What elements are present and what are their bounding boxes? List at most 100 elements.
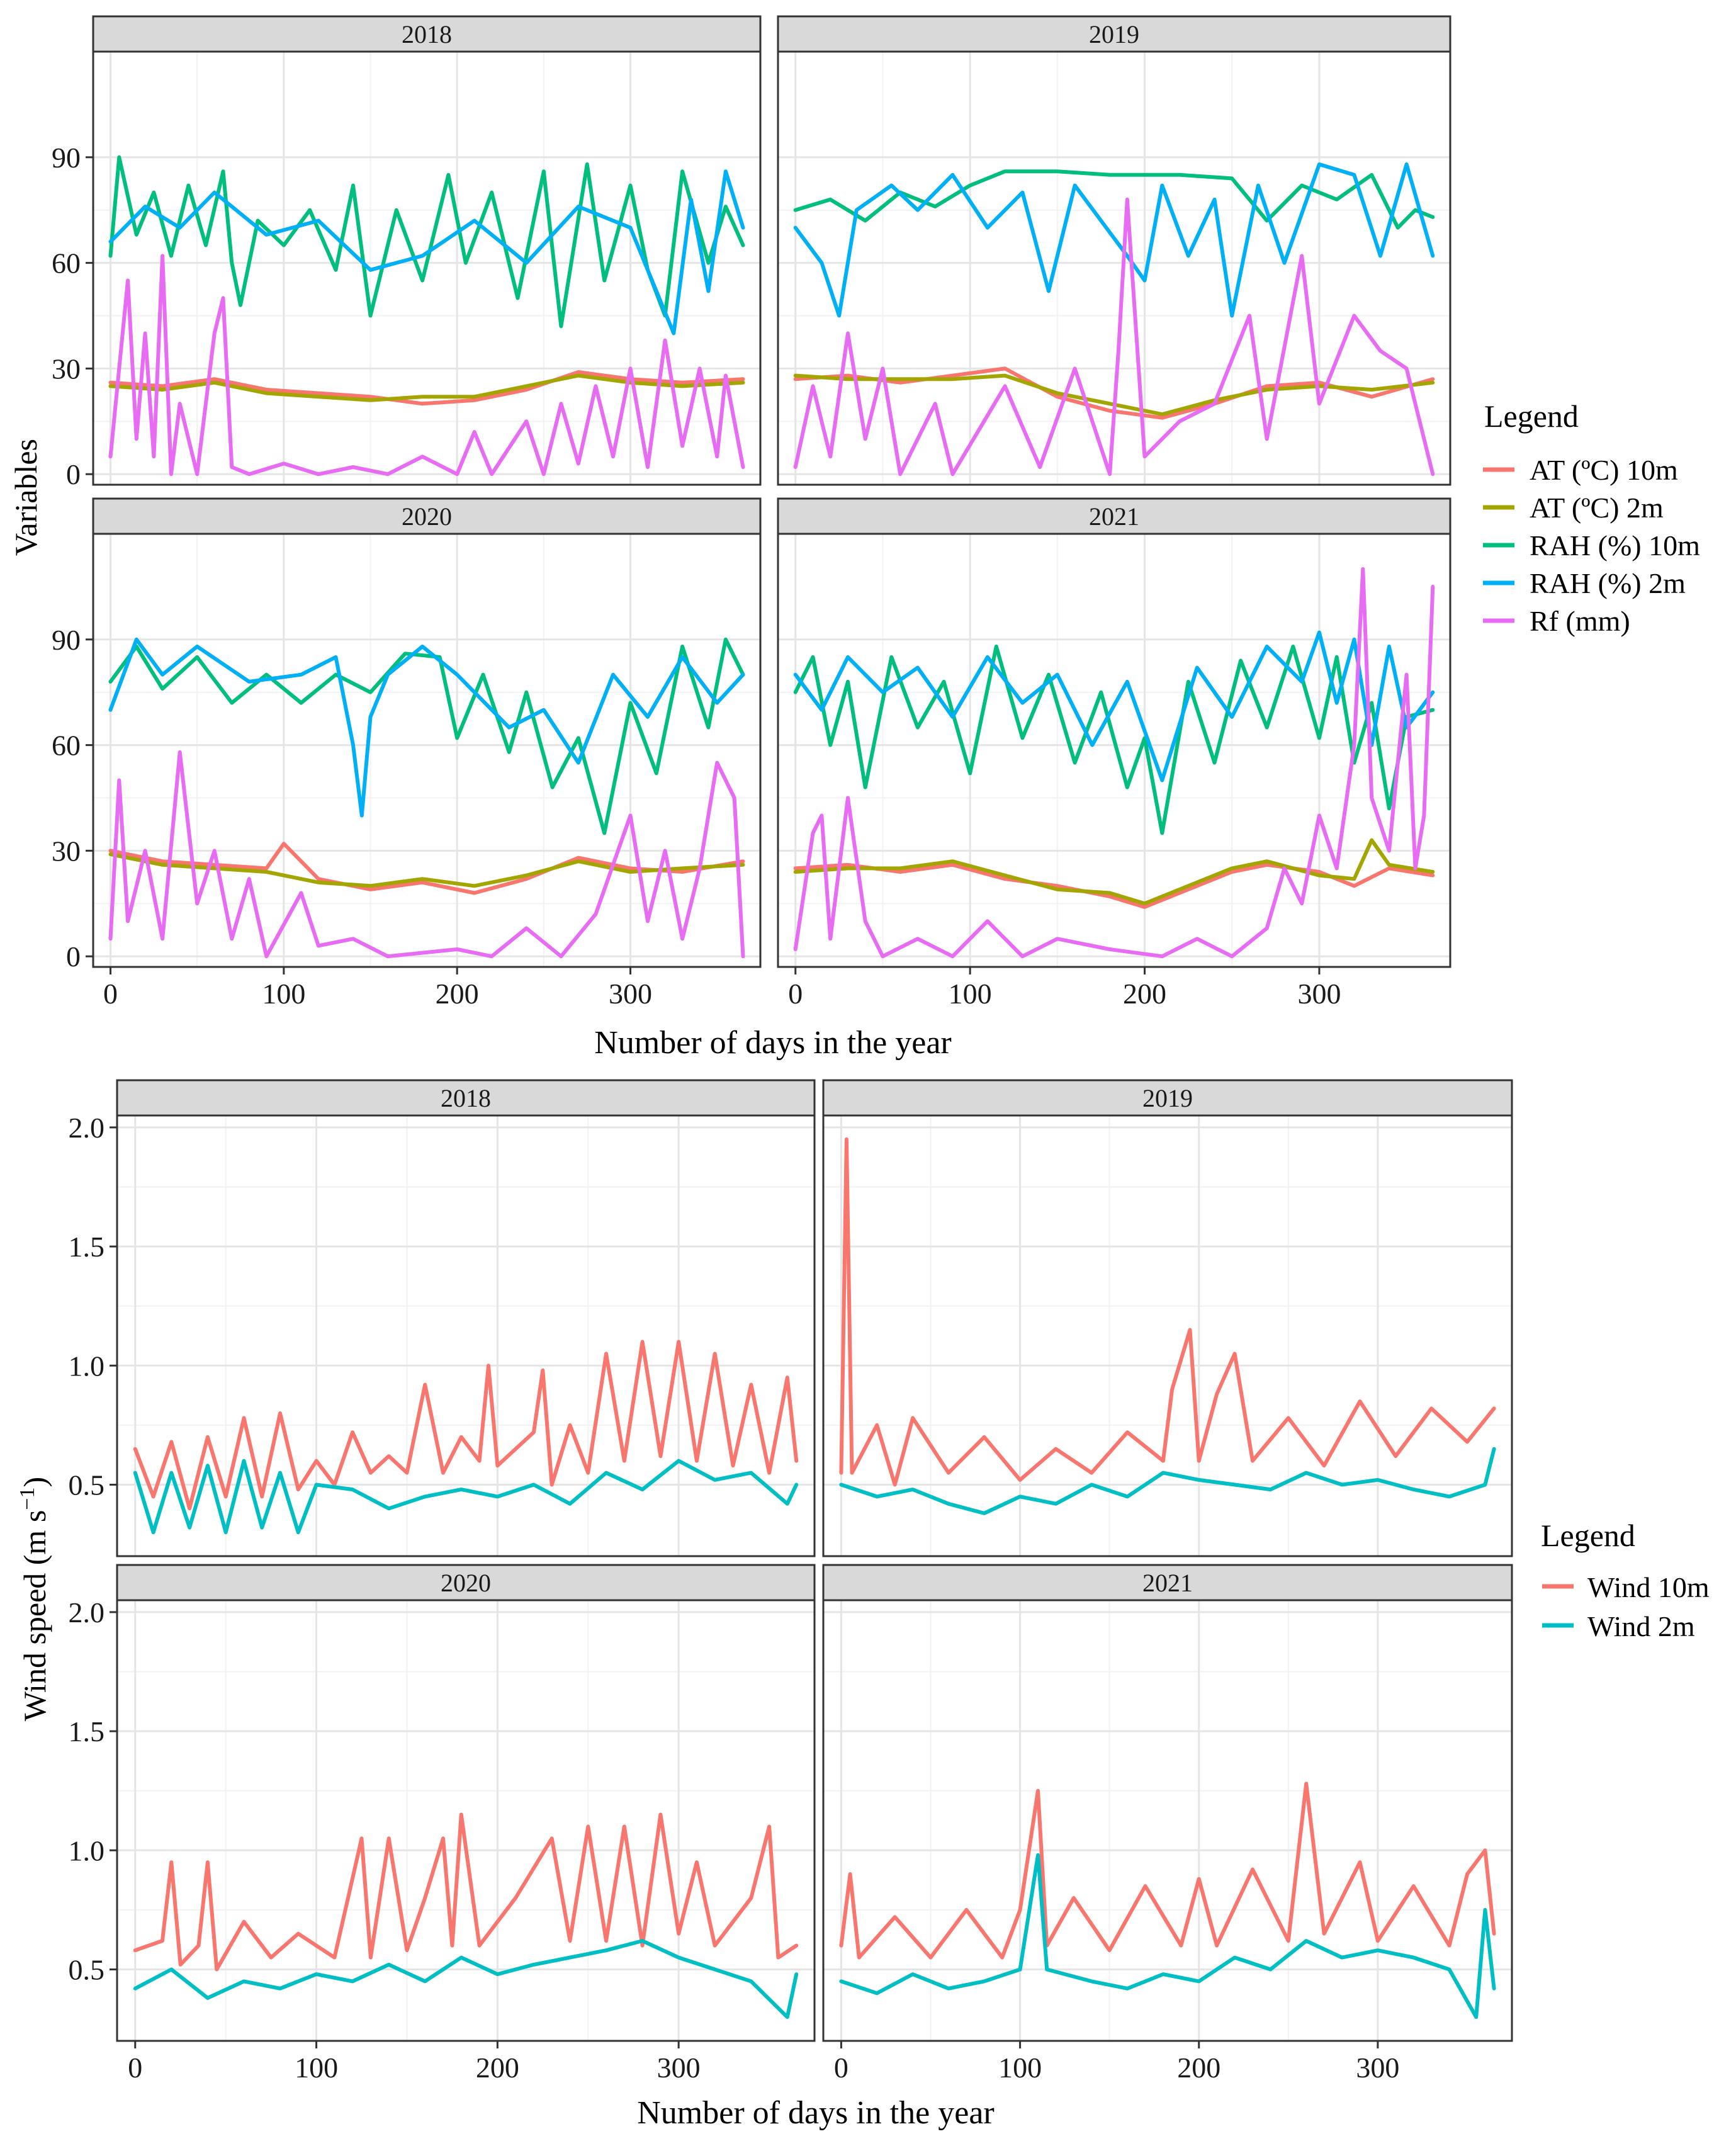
c1-panel-2020-border <box>92 533 762 968</box>
chart1-legend: Legend AT (ºC) 10m AT (ºC) 2m RAH (%) 10… <box>1483 398 1700 637</box>
c2-panel-2018-series-wind-2m <box>133 1459 799 1535</box>
chart2-legend: Legend Wind 10m Wind 2m <box>1541 1518 1710 1642</box>
c2-panel-2018-y-tick-label: 0.5 <box>69 1469 105 1501</box>
c1-panel-2018-series-rah-10m <box>108 155 745 329</box>
chart2-legend-item-wind-2m: Wind 2m <box>1542 1610 1695 1642</box>
chart1-legend-item-rah-2m: RAH (%) 2m <box>1483 567 1686 599</box>
chart2-legend-item-wind-10m: Wind 10m <box>1542 1571 1710 1603</box>
c1-panel-2019: 2019 <box>777 15 1451 486</box>
c1-panel-2019-series-rah-2m <box>793 162 1435 318</box>
c2-panel-2019-plot-area <box>823 1115 1512 1556</box>
chart1-legend-label-rah-2m: RAH (%) 2m <box>1530 567 1686 599</box>
chart1-legend-label-rah-10m: RAH (%) 10m <box>1530 529 1700 562</box>
chart1-y-axis-title: Variables <box>8 439 43 556</box>
c2-panel-2021-x-tick-label: 0 <box>834 2052 848 2084</box>
c1-panel-2021-series-at-c-2m <box>793 838 1435 906</box>
chart2-y-axis-title-main: Wind speed (m s <box>17 1510 52 1721</box>
c1-panel-2020-strip <box>92 497 762 535</box>
c2-panel-2021-x-tick-label: 200 <box>1177 2052 1220 2084</box>
c1-panel-2021-x-tick-label: 100 <box>949 978 992 1010</box>
c2-panel-2021-strip <box>822 1564 1513 1601</box>
c2-panel-2019-strip <box>822 1079 1513 1117</box>
c2-panel-2019-series-wind-10m <box>839 1137 1496 1487</box>
c2-panel-2021-strip-label: 2021 <box>1142 1569 1193 1597</box>
c2-panel-2020-y-tick-label: 1.5 <box>69 1715 105 1748</box>
c2-panel-2018-series-wind-10m <box>133 1340 799 1511</box>
c2-panel-2020-y-tick-label: 1.0 <box>69 1834 105 1866</box>
c1-panel-2021-x-tick-label: 300 <box>1297 978 1341 1010</box>
c2-panel-2020-series-wind-10m <box>133 1812 799 1972</box>
c2-panel-2018-strip <box>116 1079 816 1117</box>
c1-panel-2020-x-tick-label: 100 <box>262 978 305 1010</box>
c2-panel-2019: 2019 <box>822 1079 1513 1557</box>
wind-speed-chart: Wind speed (m s−1) Number of days in the… <box>16 1079 1710 2131</box>
chart2-y-axis-title: Wind speed (m s−1) <box>16 1477 52 1721</box>
chart1-legend-item-rf: Rf (mm) <box>1483 605 1630 637</box>
c2-panel-2018-plot-area <box>117 1115 814 1556</box>
c1-panel-2018-y-tick-label: 30 <box>52 353 81 385</box>
c1-panel-2021-border <box>777 533 1451 968</box>
c1-panel-2019-series-at-c-2m <box>793 373 1435 417</box>
c1-panel-2021-series-at-c-10m <box>793 862 1435 909</box>
chart1-legend-item-at-2m: AT (ºC) 2m <box>1483 492 1664 524</box>
c2-panel-2019-series-wind-2m <box>839 1447 1496 1515</box>
c2-panel-2021-plot-area <box>823 1600 1512 2041</box>
chart2-x-axis-title: Number of days in the year <box>637 2095 994 2131</box>
chart1-legend-item-at-10m: AT (ºC) 10m <box>1483 454 1678 486</box>
c2-panel-2020-x-tick-label: 300 <box>657 2052 701 2084</box>
c2-panel-2020-x-tick-label: 100 <box>295 2052 338 2084</box>
climate-variables-chart: Variables Number of days in the year Leg… <box>8 15 1700 1061</box>
c2-panel-2018-border <box>116 1114 816 1557</box>
c1-panel-2019-strip-label: 2019 <box>1089 20 1139 48</box>
c2-panel-2021-x-tick-label: 300 <box>1356 2052 1399 2084</box>
c1-panel-2018-series-rah-2m <box>108 169 745 336</box>
c1-panel-2020-series-rah-10m <box>108 637 745 835</box>
c1-panel-2021-plot-area <box>778 534 1450 967</box>
c2-panel-2020-strip-label: 2020 <box>441 1569 491 1597</box>
c1-panel-2020-series-at-c-2m <box>108 852 745 888</box>
c1-panel-2020-x-tick-label: 300 <box>609 978 652 1010</box>
c1-panel-2019-series-at-c-10m <box>793 366 1435 420</box>
c1-panel-2019-border <box>777 50 1451 486</box>
chart2-y-axis-title-close: ) <box>17 1477 52 1488</box>
c2-panel-2019-strip-label: 2019 <box>1142 1084 1193 1112</box>
c1-panel-2019-series-rf-mm <box>793 197 1435 477</box>
c2-panel-2021: 2021 0 100 200 300 <box>822 1564 1513 2084</box>
chart2-legend-label-wind-2m: Wind 2m <box>1587 1610 1695 1642</box>
c1-panel-2021-x-tick-label: 200 <box>1123 978 1166 1010</box>
c2-panel-2020-series-wind-2m <box>133 1939 799 2019</box>
c1-panel-2021: 2021 0 100 200 300 <box>777 497 1451 1010</box>
chart2-legend-label-wind-10m: Wind 10m <box>1587 1571 1710 1603</box>
c1-panel-2021-strip-label: 2021 <box>1089 502 1139 531</box>
c1-panel-2018: 2018 0 30 60 90 <box>52 15 762 490</box>
c1-panel-2020-y-tick-label: 60 <box>52 730 81 762</box>
chart1-x-axis-title: Number of days in the year <box>594 1025 951 1061</box>
c1-panel-2020-x-tick-label: 0 <box>103 978 118 1010</box>
c2-panel-2020-strip <box>116 1564 816 1601</box>
c1-panel-2018-border <box>92 50 762 486</box>
c1-panel-2020-strip-label: 2020 <box>402 502 452 531</box>
c2-panel-2020-y-tick-label: 0.5 <box>69 1953 105 1985</box>
c2-panel-2021-border <box>822 1599 1513 2042</box>
chart1-legend-label-at-10m: AT (ºC) 10m <box>1530 454 1678 486</box>
c1-panel-2021-strip <box>777 497 1451 535</box>
c1-panel-2020-y-tick-label: 90 <box>52 624 81 656</box>
chart1-legend-title: Legend <box>1484 398 1579 434</box>
c1-panel-2019-series-rah-10m <box>793 169 1435 230</box>
c2-panel-2020-x-tick-label: 0 <box>128 2052 142 2084</box>
c2-panel-2021-series-wind-2m <box>839 1853 1496 2019</box>
c2-panel-2021-x-tick-label: 100 <box>998 2052 1042 2084</box>
c2-panel-2018-strip-label: 2018 <box>441 1084 491 1112</box>
c1-panel-2021-series-rf-mm <box>793 567 1435 959</box>
c1-panel-2018-strip-label: 2018 <box>402 20 452 48</box>
c1-panel-2020-series-at-c-10m <box>108 842 745 895</box>
c2-panel-2018-y-tick-label: 1.0 <box>69 1350 105 1382</box>
c1-panel-2018-series-at-c-2m <box>108 373 745 402</box>
c1-panel-2021-series-rah-2m <box>793 630 1435 782</box>
c1-panel-2021-series-rah-10m <box>793 645 1435 835</box>
c1-panel-2020-y-tick-label: 30 <box>52 835 81 867</box>
c1-panel-2018-strip <box>92 15 762 53</box>
c2-panel-2020-border <box>116 1599 816 2042</box>
c1-panel-2021-x-tick-label: 0 <box>788 978 803 1010</box>
c1-panel-2020-series-rf-mm <box>108 750 745 959</box>
